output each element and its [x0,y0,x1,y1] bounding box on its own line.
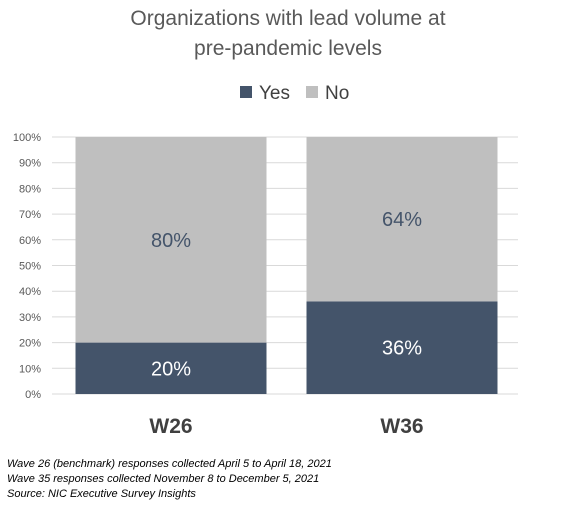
bar-w26-yes [75,342,267,394]
y-tick-label: 60% [19,235,41,247]
legend-swatch-no [306,86,318,98]
y-tick-label: 80% [19,183,41,195]
y-tick-label: 10% [19,363,41,375]
legend-label-no: No [325,83,349,104]
y-tick-label: 30% [19,312,41,324]
x-category-label-w26: W26 [149,415,192,438]
bar-w26-no [75,137,267,343]
y-tick-label: 70% [19,209,41,221]
y-tick-label: 40% [19,286,41,298]
y-tick-label: 100% [13,132,41,144]
data-label-w26-no: 80% [151,230,191,252]
data-label-w26-yes: 20% [151,358,191,380]
legend-label-yes: Yes [259,83,290,104]
data-label-w36-yes: 36% [382,338,422,360]
footnote-wave35: Wave 35 responses collected November 8 t… [7,473,320,485]
chart-title-line-2: pre-pandemic levels [194,37,382,60]
chart: Organizations with lead volume at pre-pan… [13,7,518,438]
x-category-label-w36: W36 [380,415,423,438]
data-label-w36-no: 64% [382,209,422,231]
footnote-wave26: Wave 26 (benchmark) responses collected … [7,458,332,470]
footnote-source: Source: NIC Executive Survey Insights [7,488,196,500]
y-tick-label: 90% [19,158,41,170]
legend-swatch-yes [240,86,252,98]
y-tick-label: 50% [19,261,41,273]
bar-w36-no [306,137,498,302]
y-tick-label: 20% [19,338,41,350]
footnotes: Wave 26 (benchmark) responses collected … [7,457,332,502]
chart-title-line-1: Organizations with lead volume at [130,7,445,30]
y-tick-label: 0% [25,389,41,401]
bar-w36-yes [306,301,498,394]
